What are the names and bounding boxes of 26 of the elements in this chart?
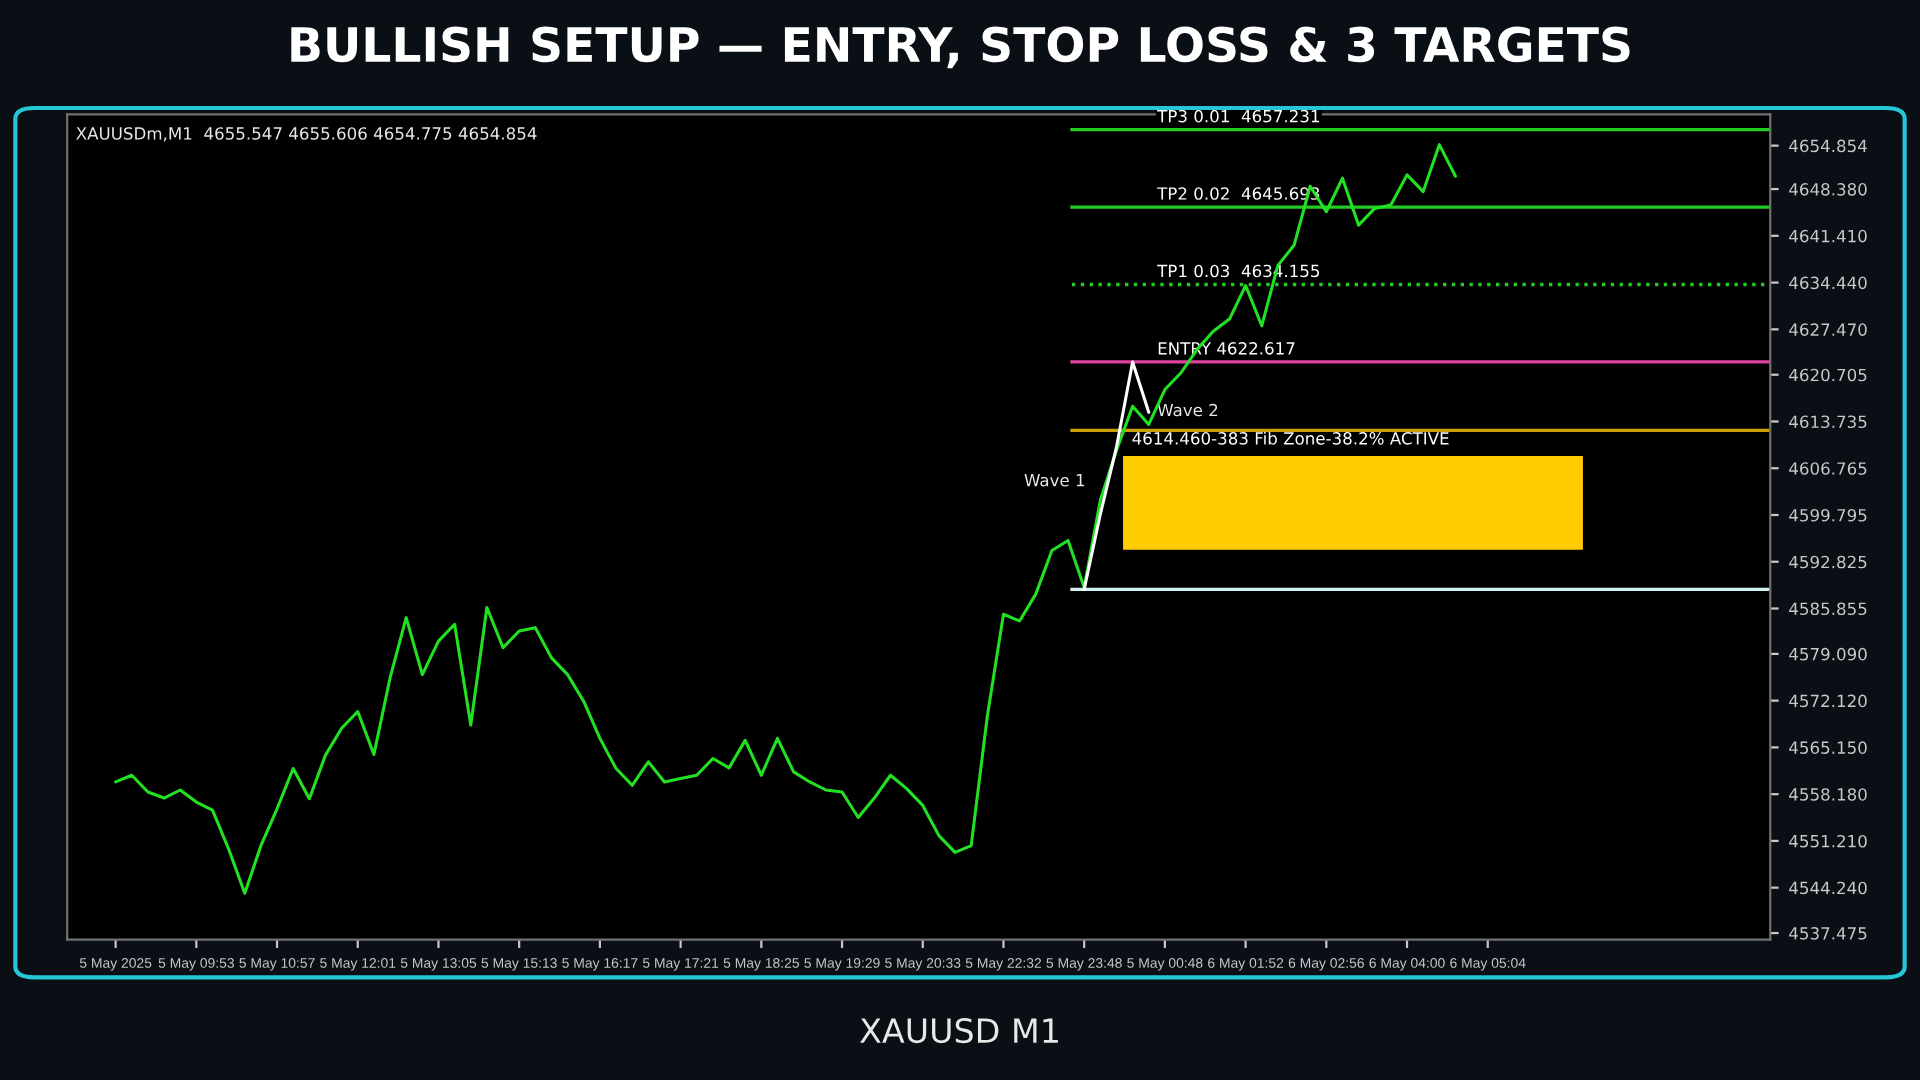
y-tick-label: 4627.470 [1789, 323, 1867, 336]
ref-line-label: TP3 0.01 4657.231 [1157, 109, 1319, 123]
annotation: XAUUSDm,M1 4655.547 4655.606 4654.775 4654.854 [76, 127, 537, 142]
y-tick-label: 4537.475 [1789, 927, 1867, 940]
y-tick-label: 4599.795 [1789, 508, 1867, 522]
y-tick-label: 4565.150 [1789, 741, 1867, 754]
y-tick-label: 4544.240 [1789, 881, 1867, 895]
y-tick-label: 4585.855 [1789, 602, 1867, 616]
text: XAUUSD M1 [860, 1018, 1058, 1044]
y-tick-label: 4654.854 [1789, 139, 1867, 153]
line-series [114, 143, 1457, 895]
y-tick-label: 4620.705 [1789, 368, 1867, 382]
y-tick-label: 4579.090 [1789, 647, 1867, 661]
y-tick-label: 4572.120 [1789, 694, 1867, 708]
y-tick-label: 4592.825 [1789, 555, 1867, 569]
band-label: 4614.460-383 Fib Zone-38.2% ACTIVE [1132, 431, 1449, 445]
y-tick-label: 4551.210 [1789, 834, 1867, 848]
chart-title: BULLISH SETUP — ENTRY, STOP LOSS & 3 TARGETS [291, 26, 1630, 69]
y-tick-label: 4634.440 [1789, 276, 1867, 290]
y-tick-label: 4606.765 [1789, 462, 1867, 475]
y-tick-label: 4641.410 [1789, 229, 1867, 243]
y-tick-label: 4648.380 [1789, 183, 1867, 196]
annotation: Wave 2 [1157, 403, 1218, 417]
annotation: Wave 1 [1024, 474, 1085, 487]
y-tick-label: 4613.735 [1789, 415, 1867, 429]
y-tick-label: 4558.180 [1789, 788, 1867, 801]
